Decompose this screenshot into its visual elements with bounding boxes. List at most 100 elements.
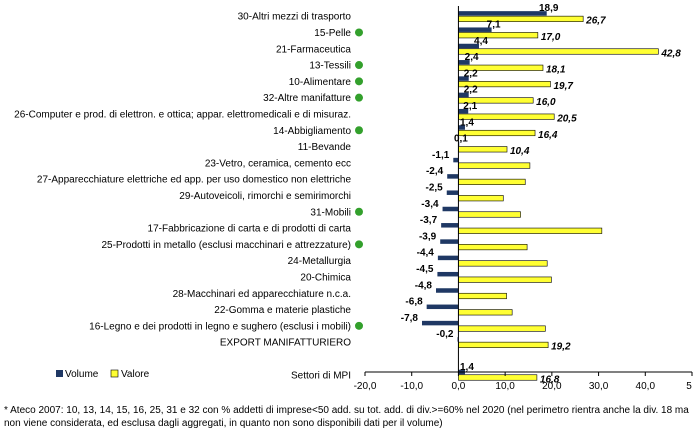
valore-bar <box>458 48 659 55</box>
volume-label: -1,1 <box>432 150 450 161</box>
volume-label: -6,8 <box>405 297 423 308</box>
category-label: 27-Apparecchiature elettriche ed app. pe… <box>37 175 352 186</box>
valore-label: 10,4 <box>510 146 530 157</box>
sector-marker <box>355 77 363 86</box>
valore-bar <box>458 129 536 137</box>
valore-label: 16,4 <box>538 130 558 141</box>
category-label: 11-Bevande <box>298 142 352 153</box>
category-label: 31-Mobili <box>310 207 351 218</box>
category-label: 23-Vetro, ceramica, cemento ecc <box>205 158 351 169</box>
volume-bar <box>442 206 459 212</box>
x-tick-label: 10,0 <box>495 381 515 392</box>
volume-bar <box>426 304 459 310</box>
legend-label-valore: Valore <box>121 369 150 380</box>
volume-bar <box>458 43 479 49</box>
volume-bar <box>458 76 469 81</box>
valore-label: 16,8 <box>540 374 560 385</box>
legend-swatch-valore <box>110 369 119 378</box>
volume-bar <box>437 255 459 261</box>
valore-bar <box>458 32 539 39</box>
volume-label: -2,5 <box>426 182 444 193</box>
x-tick-label: 30,0 <box>589 381 609 392</box>
volume-label: 1,4 <box>460 362 474 373</box>
volume-bar <box>437 271 459 277</box>
legend-swatch-volume <box>56 370 63 377</box>
volume-bar <box>440 239 459 244</box>
category-label: 22-Gomma e materie plastiche <box>214 305 351 316</box>
volume-label: 2,1 <box>463 101 477 112</box>
sector-marker <box>355 240 363 249</box>
valore-bar <box>458 211 521 218</box>
sector-marker <box>355 28 363 37</box>
valore-label: 19,7 <box>553 81 573 92</box>
volume-label: -0,2 <box>436 329 454 340</box>
volume-bar <box>458 92 469 98</box>
valore-bar <box>458 146 508 153</box>
valore-label: 17,0 <box>541 32 561 43</box>
volume-label: -3,9 <box>419 231 437 242</box>
volume-label: -3,4 <box>421 199 439 210</box>
category-label: 29-Autoveicoli, rimorchi e semirimorchi <box>179 191 351 202</box>
volume-bar <box>458 108 469 114</box>
category-label: 28-Macchinari ed apparecchiature n.c.a. <box>173 289 351 300</box>
volume-bar <box>441 223 459 228</box>
volume-label: 2,4 <box>465 52 479 63</box>
valore-label: 16,0 <box>536 97 556 108</box>
sector-marker <box>355 126 363 135</box>
legend-label-volume: Volume <box>65 369 99 380</box>
category-label: 30-Altri mezzi di trasporto <box>238 12 352 23</box>
category-label: 20-Chimica <box>300 272 351 283</box>
x-tick-label: 40,0 <box>636 381 656 392</box>
x-tick-label: 5 <box>686 381 692 392</box>
volume-label: -4,5 <box>416 264 434 275</box>
sector-marker <box>355 93 363 102</box>
valore-bar <box>458 227 603 234</box>
volume-bar <box>446 190 459 195</box>
valore-bar <box>458 325 546 332</box>
volume-label: -3,7 <box>420 215 438 226</box>
category-label: EXPORT MANIFATTURIERO <box>220 338 351 349</box>
volume-label: 18,9 <box>539 3 559 14</box>
volume-label: 2,2 <box>464 85 478 96</box>
volume-bar <box>458 125 465 130</box>
volume-bar <box>458 11 547 16</box>
category-label: 26-Computer e prod. di elettron. e ottic… <box>14 109 351 120</box>
volume-bar <box>458 60 470 65</box>
x-tick-label: 0,0 <box>451 381 465 392</box>
valore-bar <box>458 341 549 348</box>
volume-label: -4,8 <box>415 280 433 291</box>
volume-label: 0,1 <box>454 134 468 145</box>
category-label: 15-Pelle <box>314 28 351 39</box>
volume-bar <box>458 27 492 32</box>
valore-bar <box>458 244 528 251</box>
volume-bar <box>453 157 459 163</box>
valore-bar <box>458 162 531 169</box>
volume-label: 4,4 <box>474 36 488 47</box>
category-label: 17-Fabbricazione di carta e di prodotti … <box>148 224 352 235</box>
sector-marker <box>355 321 363 330</box>
valore-label: 18,1 <box>546 65 566 76</box>
valore-bar <box>458 309 513 316</box>
volume-label: 7,1 <box>487 19 501 30</box>
volume-label: 2,2 <box>464 68 478 79</box>
volume-label: -2,4 <box>426 166 444 177</box>
category-label: 13-Tessili <box>309 61 351 72</box>
valore-label: 26,7 <box>585 16 606 27</box>
volume-label: -7,8 <box>401 313 419 324</box>
valore-bar <box>458 178 526 185</box>
category-label: 14-Abbigliamento <box>273 126 351 137</box>
valore-bar <box>458 292 507 300</box>
category-label: 32-Altre manifatture <box>263 93 351 104</box>
valore-bar <box>458 15 584 22</box>
sector-marker <box>355 61 363 70</box>
volume-label: -4,4 <box>417 248 435 259</box>
sector-marker <box>355 207 363 216</box>
valore-label: 19,2 <box>551 342 571 353</box>
valore-bar <box>458 276 552 283</box>
volume-label: 1,4 <box>460 117 474 128</box>
valore-label: 42,8 <box>660 48 681 59</box>
valore-bar <box>458 260 548 267</box>
x-tick-label: 20,0 <box>542 381 562 392</box>
volume-bar <box>447 174 459 179</box>
